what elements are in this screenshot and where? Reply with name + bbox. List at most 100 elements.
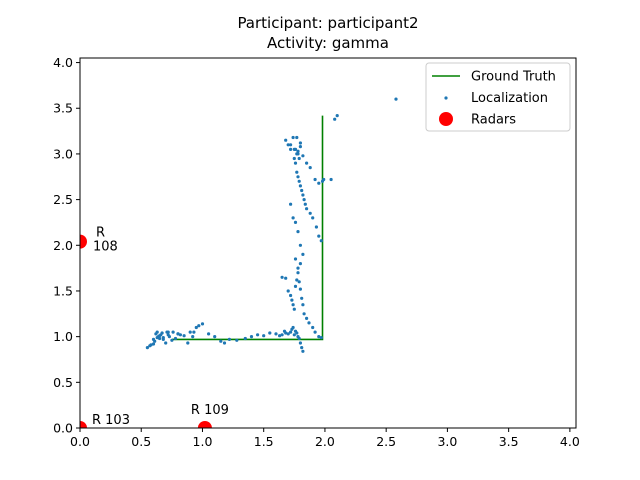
y-tick-label: 4.0 [53, 55, 73, 70]
localization-point [296, 271, 300, 275]
localization-point [164, 341, 168, 345]
axes-frame [79, 57, 577, 429]
localization-point [295, 170, 299, 174]
localization-point [291, 216, 295, 220]
legend-radars-swatch [439, 112, 453, 126]
localization-point [300, 346, 304, 350]
localization-point [149, 343, 153, 347]
localization-point [301, 252, 305, 256]
x-tick-label: 3.0 [437, 434, 457, 449]
y-tick-label: 3.0 [53, 146, 73, 161]
localization-point [292, 307, 296, 311]
localization-point [289, 147, 293, 151]
localization-point [297, 336, 301, 341]
localization-point [322, 177, 326, 182]
localization-point [290, 298, 294, 302]
localization-point [158, 334, 162, 338]
localization-point [213, 335, 217, 339]
radar-marker [80, 421, 87, 428]
localization-point [280, 333, 284, 337]
localization-point [155, 336, 159, 340]
y-tick-label: 2.5 [53, 192, 73, 207]
y-tick-label: 2.0 [53, 238, 73, 253]
plot-inner [80, 97, 398, 428]
localization-point [286, 289, 290, 293]
x-tick-label: 4.0 [560, 434, 580, 449]
legend-radars-label: Radars [471, 113, 516, 128]
localization-point [286, 143, 290, 147]
localization-point [289, 143, 293, 147]
localization-point [298, 145, 302, 149]
localization-point [161, 336, 165, 340]
localization-point [335, 114, 339, 118]
localization-point [186, 341, 190, 345]
localization-point [301, 193, 305, 197]
localization-point [249, 335, 254, 339]
localization-point [192, 330, 196, 334]
localization-point [308, 211, 312, 215]
localization-point [298, 243, 302, 247]
legend-localization-swatch [444, 96, 448, 100]
localization-point [311, 216, 315, 220]
localization-point [308, 166, 312, 170]
localization-point [197, 324, 201, 328]
localization-point [296, 266, 300, 270]
localization-point [297, 179, 301, 183]
localization-point [289, 293, 293, 298]
localization-point [298, 262, 302, 266]
localization-point [284, 138, 288, 142]
x-tick-label: 0.5 [131, 434, 151, 449]
localization-point [278, 334, 282, 338]
localization-point [307, 321, 311, 325]
localization-point [298, 287, 302, 291]
localization-point [166, 330, 170, 334]
localization-point [293, 161, 298, 165]
y-tick-label: 3.5 [53, 101, 73, 116]
localization-point [296, 230, 300, 234]
localization-point [303, 202, 307, 206]
y-tick-label: 0.5 [53, 375, 73, 390]
localization-point [173, 336, 178, 341]
localization-point [188, 330, 192, 334]
localization-point [317, 335, 321, 339]
localization-point [333, 117, 337, 121]
localization-point [329, 177, 333, 182]
localization-point [145, 346, 149, 350]
localization-point [296, 152, 300, 156]
radar-label: R 103 [92, 413, 130, 428]
localization-point [289, 330, 293, 334]
localization-point [293, 147, 298, 151]
localization-point [284, 331, 288, 335]
localization-point [274, 332, 278, 336]
localization-point [219, 339, 223, 343]
chart-title-line1: Participant: participant2 [237, 14, 418, 32]
localization-point [200, 322, 205, 326]
localization-point [191, 335, 195, 339]
localization-point [311, 325, 315, 330]
axes: 0.0 0.5 1.0 1.5 2.0 2.5 3.0 3.5 4.0 0.0 0.5 1.0 1.5 2… [53, 55, 580, 449]
localization-point [394, 97, 398, 101]
localization-point [151, 342, 156, 346]
x-tick-label: 3.5 [499, 434, 519, 449]
localization-point [207, 332, 211, 336]
localization-point [301, 154, 305, 158]
localization-point [293, 257, 298, 261]
radar-marker [80, 234, 87, 249]
radar-label: R [96, 226, 105, 241]
localization-point [313, 177, 317, 182]
localization-point [298, 184, 302, 188]
y-tick-label: 1.0 [53, 329, 73, 344]
localization-point [295, 278, 299, 282]
localization-point [298, 141, 302, 145]
localization-point [317, 181, 321, 185]
localization-point [298, 341, 302, 345]
localization-point [293, 220, 298, 224]
localization-point [302, 312, 306, 316]
localization-point [301, 303, 305, 307]
localization-point [235, 338, 239, 342]
localization-point [297, 156, 301, 161]
x-tick-label: 0.0 [70, 434, 90, 449]
localization-point [155, 330, 159, 334]
